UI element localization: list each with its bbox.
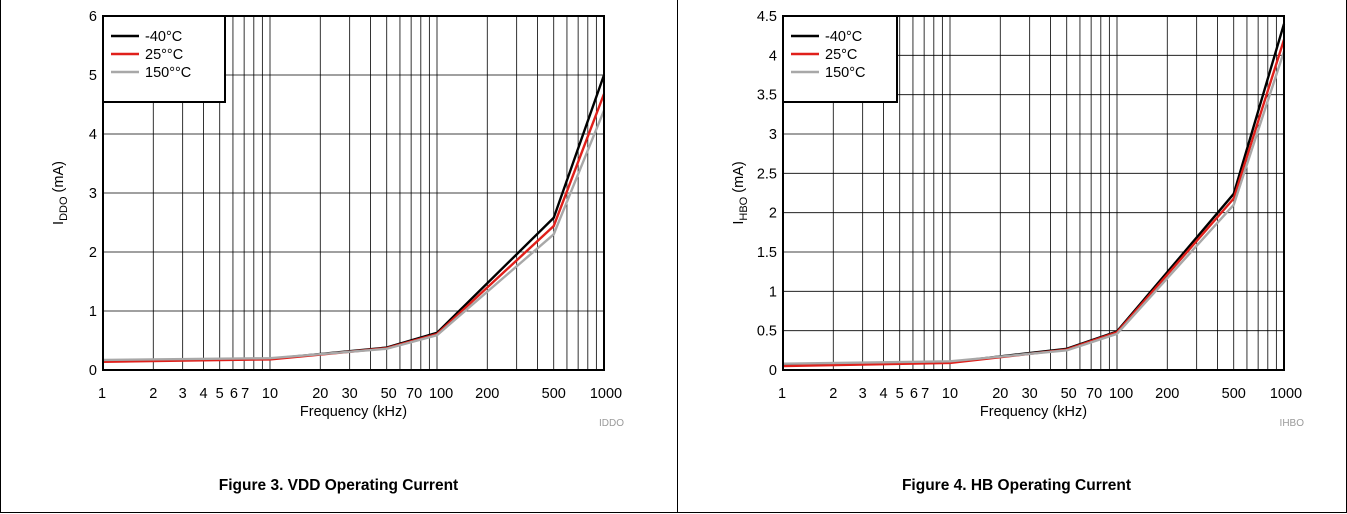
y-tick-label: 0 — [769, 363, 777, 379]
chart-panel-vdd: 0 1 2 3 4 5 6 1 2 3 4 5 6 7 10 20 30 50 70 100 200 500 1000 Fre… — [51, 9, 624, 494]
x-axis-label: Frequency (kHz) — [300, 404, 407, 420]
y-tick-label: 1 — [89, 304, 97, 320]
y-tick-label: 2.5 — [757, 166, 777, 182]
legend: -40°C 25°C 150°C — [782, 15, 898, 103]
y-axis-label: IHBO (mA) — [731, 161, 750, 224]
legend-label: -40°C — [825, 29, 862, 45]
legend-label: 25°C — [825, 47, 857, 63]
x-tick-label: 2 — [149, 386, 157, 402]
x-tick-label: 20 — [992, 386, 1008, 402]
chart-tag: IHBO — [1280, 418, 1305, 429]
y-axis-label: IDDO (mA) — [51, 161, 70, 225]
y-tick-label: 3.5 — [757, 88, 777, 104]
x-tick-label: 1 — [778, 386, 786, 402]
figure-caption: Figure 3. VDD Operating Current — [218, 477, 459, 494]
x-tick-label: 100 — [429, 386, 453, 402]
y-tick-label: 3 — [769, 127, 777, 143]
y-tick-label: 0 — [89, 363, 97, 379]
y-tick-label: 1.5 — [757, 245, 777, 261]
x-tick-label: 30 — [342, 386, 358, 402]
x-tick-label: 1 — [98, 386, 106, 402]
x-tick-label: 70 — [406, 386, 422, 402]
y-tick-label: 2 — [769, 206, 777, 222]
y-tick-label: 0.5 — [757, 324, 777, 340]
x-tick-label: 5 — [216, 386, 224, 402]
y-tick-label: 4 — [89, 127, 97, 143]
y-tick-label: 4.5 — [757, 9, 777, 25]
x-tick-label: 5 — [896, 386, 904, 402]
x-tick-label: 70 — [1086, 386, 1102, 402]
x-tick-label: 200 — [475, 386, 499, 402]
x-axis-label: Frequency (kHz) — [980, 404, 1087, 420]
chart-tag: IDDO — [599, 418, 624, 429]
x-tick-label: 3 — [859, 386, 867, 402]
legend-label: 150°°C — [145, 65, 191, 81]
chart-hb-operating-current: 00.511.522.533.544.51 2 3 4 5 6 7 10 20 30 50 70 100… — [731, 9, 1305, 429]
x-tick-label: 2 — [829, 386, 837, 402]
x-tick-label: 3 — [179, 386, 187, 402]
x-tick-label: 4 — [880, 386, 888, 402]
x-tick-label: 20 — [312, 386, 328, 402]
y-tick-label: 5 — [89, 68, 97, 84]
legend-box — [102, 15, 226, 103]
series-line — [782, 51, 1286, 365]
plot-border — [782, 15, 1285, 371]
y-tick-label: 3 — [89, 186, 97, 202]
x-tick-label: 6 — [910, 386, 918, 402]
x-tick-label: 100 — [1109, 386, 1133, 402]
figure-caption: Figure 4. HB Operating Current — [901, 477, 1132, 494]
x-tick-label: 10 — [942, 386, 958, 402]
legend-label: 25°°C — [145, 47, 183, 63]
y-tick-label: 2 — [89, 245, 97, 261]
y-tick-label: 1 — [769, 284, 777, 300]
panel-divider — [677, 0, 678, 512]
chart-panel-hb: 0 0.5 1 1.5 2 2.5 3 3.5 4 4.5 1 2 3 4 5 6 7 10 20 30 50 70 100… — [678, 0, 1347, 512]
legend-label: 150°C — [825, 65, 865, 81]
x-tick-label: 10 — [262, 386, 278, 402]
series-line — [102, 74, 606, 363]
x-tick-label: 50 — [1061, 386, 1077, 402]
plot-border — [102, 15, 605, 371]
x-tick-label: 7 — [241, 386, 249, 402]
legend-box — [782, 15, 898, 103]
x-tick-label: 1000 — [590, 386, 622, 402]
x-tick-label: 50 — [381, 386, 397, 402]
x-tick-label: 500 — [542, 386, 566, 402]
x-tick-label: 7 — [921, 386, 929, 402]
x-tick-label: 30 — [1022, 386, 1038, 402]
x-tick-label: 4 — [200, 386, 208, 402]
x-tick-label: 1000 — [1270, 386, 1302, 402]
x-tick-label: 200 — [1155, 386, 1179, 402]
series-line — [102, 109, 606, 362]
legend: -40°C 25°°C 150°°C — [102, 15, 226, 103]
y-tick-label: 4 — [769, 48, 777, 64]
y-tick-label: 6 — [89, 9, 97, 25]
legend-label: -40°C — [145, 29, 182, 45]
x-tick-label: 6 — [230, 386, 238, 402]
x-tick-label: 500 — [1222, 386, 1246, 402]
